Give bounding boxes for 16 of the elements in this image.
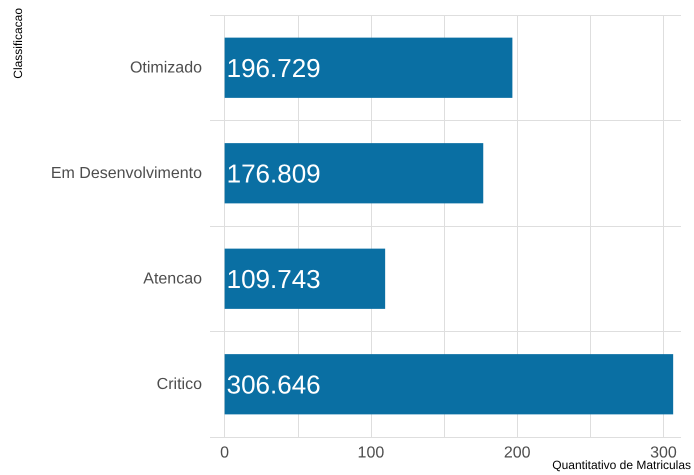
bar — [224, 248, 386, 309]
y-tick-label: Critico — [156, 376, 202, 393]
data-label: 306.646 — [226, 369, 321, 400]
x-tick-label: 200 — [504, 444, 531, 462]
data-label: 109.743 — [226, 264, 321, 294]
bar — [224, 38, 512, 98]
bar — [224, 354, 674, 414]
y-tick-label: Em Desenvolvimento — [50, 164, 202, 182]
data-label: 176.809 — [226, 158, 321, 188]
x-tick-label: 100 — [358, 444, 384, 462]
y-axis-title: Classificacao — [11, 8, 25, 79]
y-tick-label: Otimizado — [130, 59, 202, 76]
x-tick-label: 0 — [220, 444, 230, 462]
bar — [224, 143, 484, 204]
y-tick-label: Atencao — [143, 270, 202, 288]
data-label: 196.729 — [226, 52, 321, 83]
